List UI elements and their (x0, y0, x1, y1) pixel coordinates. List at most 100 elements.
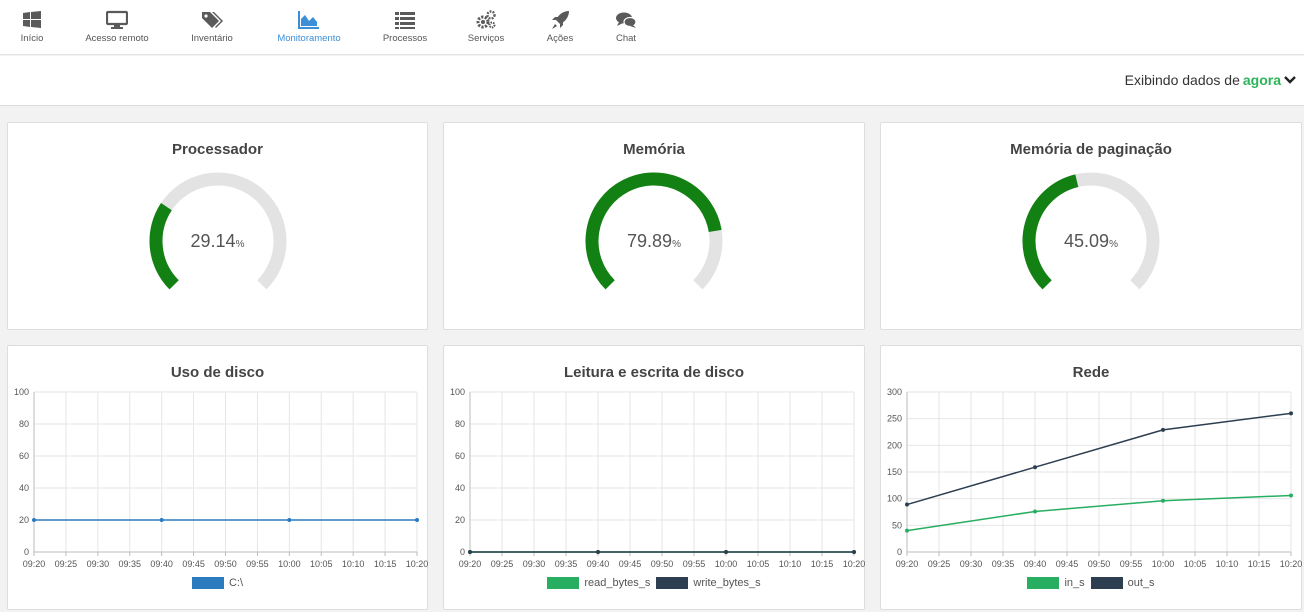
chart-card-leitura-escrita: Leitura e escrita de disco 0 20 40 60 80 100 0… (443, 345, 865, 610)
x-tick-label: 10:05 (310, 559, 333, 569)
data-point[interactable] (852, 550, 856, 554)
x-tick-label: 10:10 (779, 559, 802, 569)
nav-item-inventario[interactable]: Inventário (182, 0, 242, 55)
gauge-fill (585, 172, 722, 290)
data-point[interactable] (287, 518, 292, 522)
data-point[interactable] (596, 550, 600, 554)
chart-card-rede: Rede 0 50 100 150 200 250 300 09:20 09:25 09:30 09… (880, 345, 1302, 610)
card-title: Rede (1072, 364, 1110, 381)
list-icon (395, 12, 415, 29)
x-tick-label: 10:00 (715, 559, 738, 569)
data-point[interactable] (1161, 498, 1165, 503)
legend-swatch (1027, 577, 1060, 589)
gauge-value: 79.89% (444, 231, 864, 252)
x-tick-label: 09:45 (1056, 559, 1079, 569)
period-prefix: Exibindo dados de (1124, 72, 1240, 88)
legend-item[interactable]: read_bytes_s (547, 577, 650, 589)
chart-legend: C:\ (8, 577, 427, 589)
data-point[interactable] (1161, 427, 1165, 432)
x-tick-label: 10:05 (1184, 559, 1207, 569)
gauge-card-processador: Processador 29.14% (7, 122, 428, 330)
card-title: Uso de disco (170, 364, 265, 381)
legend-item[interactable]: out_s (1090, 577, 1155, 589)
x-tick-label: 09:30 (960, 559, 983, 569)
legend-item[interactable]: write_bytes_s (656, 577, 761, 589)
y-tick-label: 40 (19, 483, 29, 493)
gauge-number: 45.09 (1064, 231, 1110, 251)
x-tick-label: 09:40 (150, 559, 173, 569)
data-point[interactable] (724, 550, 728, 554)
chart-legend: in_s out_s (881, 577, 1301, 589)
data-point[interactable] (1289, 493, 1293, 498)
x-tick-label: 09:30 (87, 559, 110, 569)
x-tick-label: 10:10 (342, 559, 365, 569)
period-selector[interactable]: Exibindo dados de agora (1125, 72, 1296, 88)
x-tick-label: 09:55 (1120, 559, 1143, 569)
data-point[interactable] (1289, 411, 1293, 416)
top-navigation: Início Acesso remoto Inventário Monitora… (0, 0, 1304, 55)
chat-bubbles-icon (616, 12, 637, 28)
x-tick-label: 10:00 (278, 559, 301, 569)
gauge-value: 29.14% (8, 231, 427, 252)
nav-label: Processos (382, 33, 428, 44)
x-tick-label: 10:15 (811, 559, 834, 569)
nav-label: Inventário (191, 33, 233, 44)
nav-item-inicio[interactable]: Início (12, 0, 52, 55)
data-point[interactable] (468, 550, 472, 554)
nav-label: Monitoramento (277, 33, 341, 44)
card-title: Memória de paginação (1010, 141, 1172, 158)
nav-item-processos[interactable]: Processos (380, 0, 430, 55)
period-value: agora (1242, 72, 1281, 88)
y-tick-label: 60 (19, 451, 29, 461)
y-tick-label: 60 (455, 451, 465, 461)
legend-label: read_bytes_s (584, 577, 651, 589)
x-tick-label: 09:45 (182, 559, 205, 569)
data-point[interactable] (1033, 465, 1037, 470)
windows-icon (23, 11, 41, 28)
data-point[interactable] (32, 518, 36, 522)
x-tick-label: 09:40 (587, 559, 610, 569)
x-tick-label: 09:50 (1088, 559, 1111, 569)
area-chart-icon (298, 11, 319, 29)
data-point[interactable] (905, 502, 909, 507)
data-point[interactable] (1033, 509, 1037, 514)
x-tick-label: 09:35 (118, 559, 141, 569)
chart-card-uso-de-disco: Uso de disco 0 20 40 60 80 100 09:20 09:25 09:30… (7, 345, 428, 610)
x-tick-label: 09:20 (459, 559, 482, 569)
x-tick-label: 09:30 (523, 559, 546, 569)
gauge-card-memoria: Memória 79.89% (443, 122, 865, 330)
series-line (906, 494, 1292, 532)
nav-item-chat[interactable]: Chat (606, 0, 646, 55)
y-tick-label: 20 (19, 515, 29, 525)
legend-swatch (1090, 577, 1123, 589)
legend-item[interactable]: in_s (1027, 577, 1085, 589)
data-point[interactable] (905, 528, 909, 533)
nav-item-servicos[interactable]: Serviços (466, 0, 506, 55)
chevron-down-icon (1284, 76, 1296, 84)
gauge-number: 29.14 (190, 231, 236, 251)
x-tick-label: 10:20 (843, 559, 866, 569)
x-tick-label: 09:40 (1024, 559, 1047, 569)
x-tick-label: 09:25 (491, 559, 514, 569)
x-tick-label: 10:00 (1152, 559, 1175, 569)
x-tick-label: 09:35 (992, 559, 1015, 569)
nav-item-acesso-remoto[interactable]: Acesso remoto (82, 0, 152, 55)
gauge-value: 45.09% (881, 231, 1301, 252)
nav-item-monitoramento[interactable]: Monitoramento (274, 0, 344, 55)
y-tick-label: 80 (455, 419, 465, 429)
legend-item[interactable]: C:\ (191, 577, 243, 589)
gauge (585, 172, 723, 290)
monitor-icon (106, 10, 128, 29)
nav-label: Serviços (467, 33, 505, 44)
y-tick-label: 0 (460, 547, 465, 557)
data-point[interactable] (415, 518, 419, 522)
nav-item-acoes[interactable]: Ações (540, 0, 580, 55)
x-tick-label: 09:45 (619, 559, 642, 569)
gauge-fill (149, 203, 179, 290)
y-tick-label: 20 (455, 515, 465, 525)
gauge-number: 79.89 (627, 231, 673, 251)
y-tick-label: 250 (887, 414, 902, 424)
nav-label: Chat (615, 33, 637, 44)
legend-label: in_s (1064, 577, 1085, 589)
data-point[interactable] (159, 518, 164, 522)
